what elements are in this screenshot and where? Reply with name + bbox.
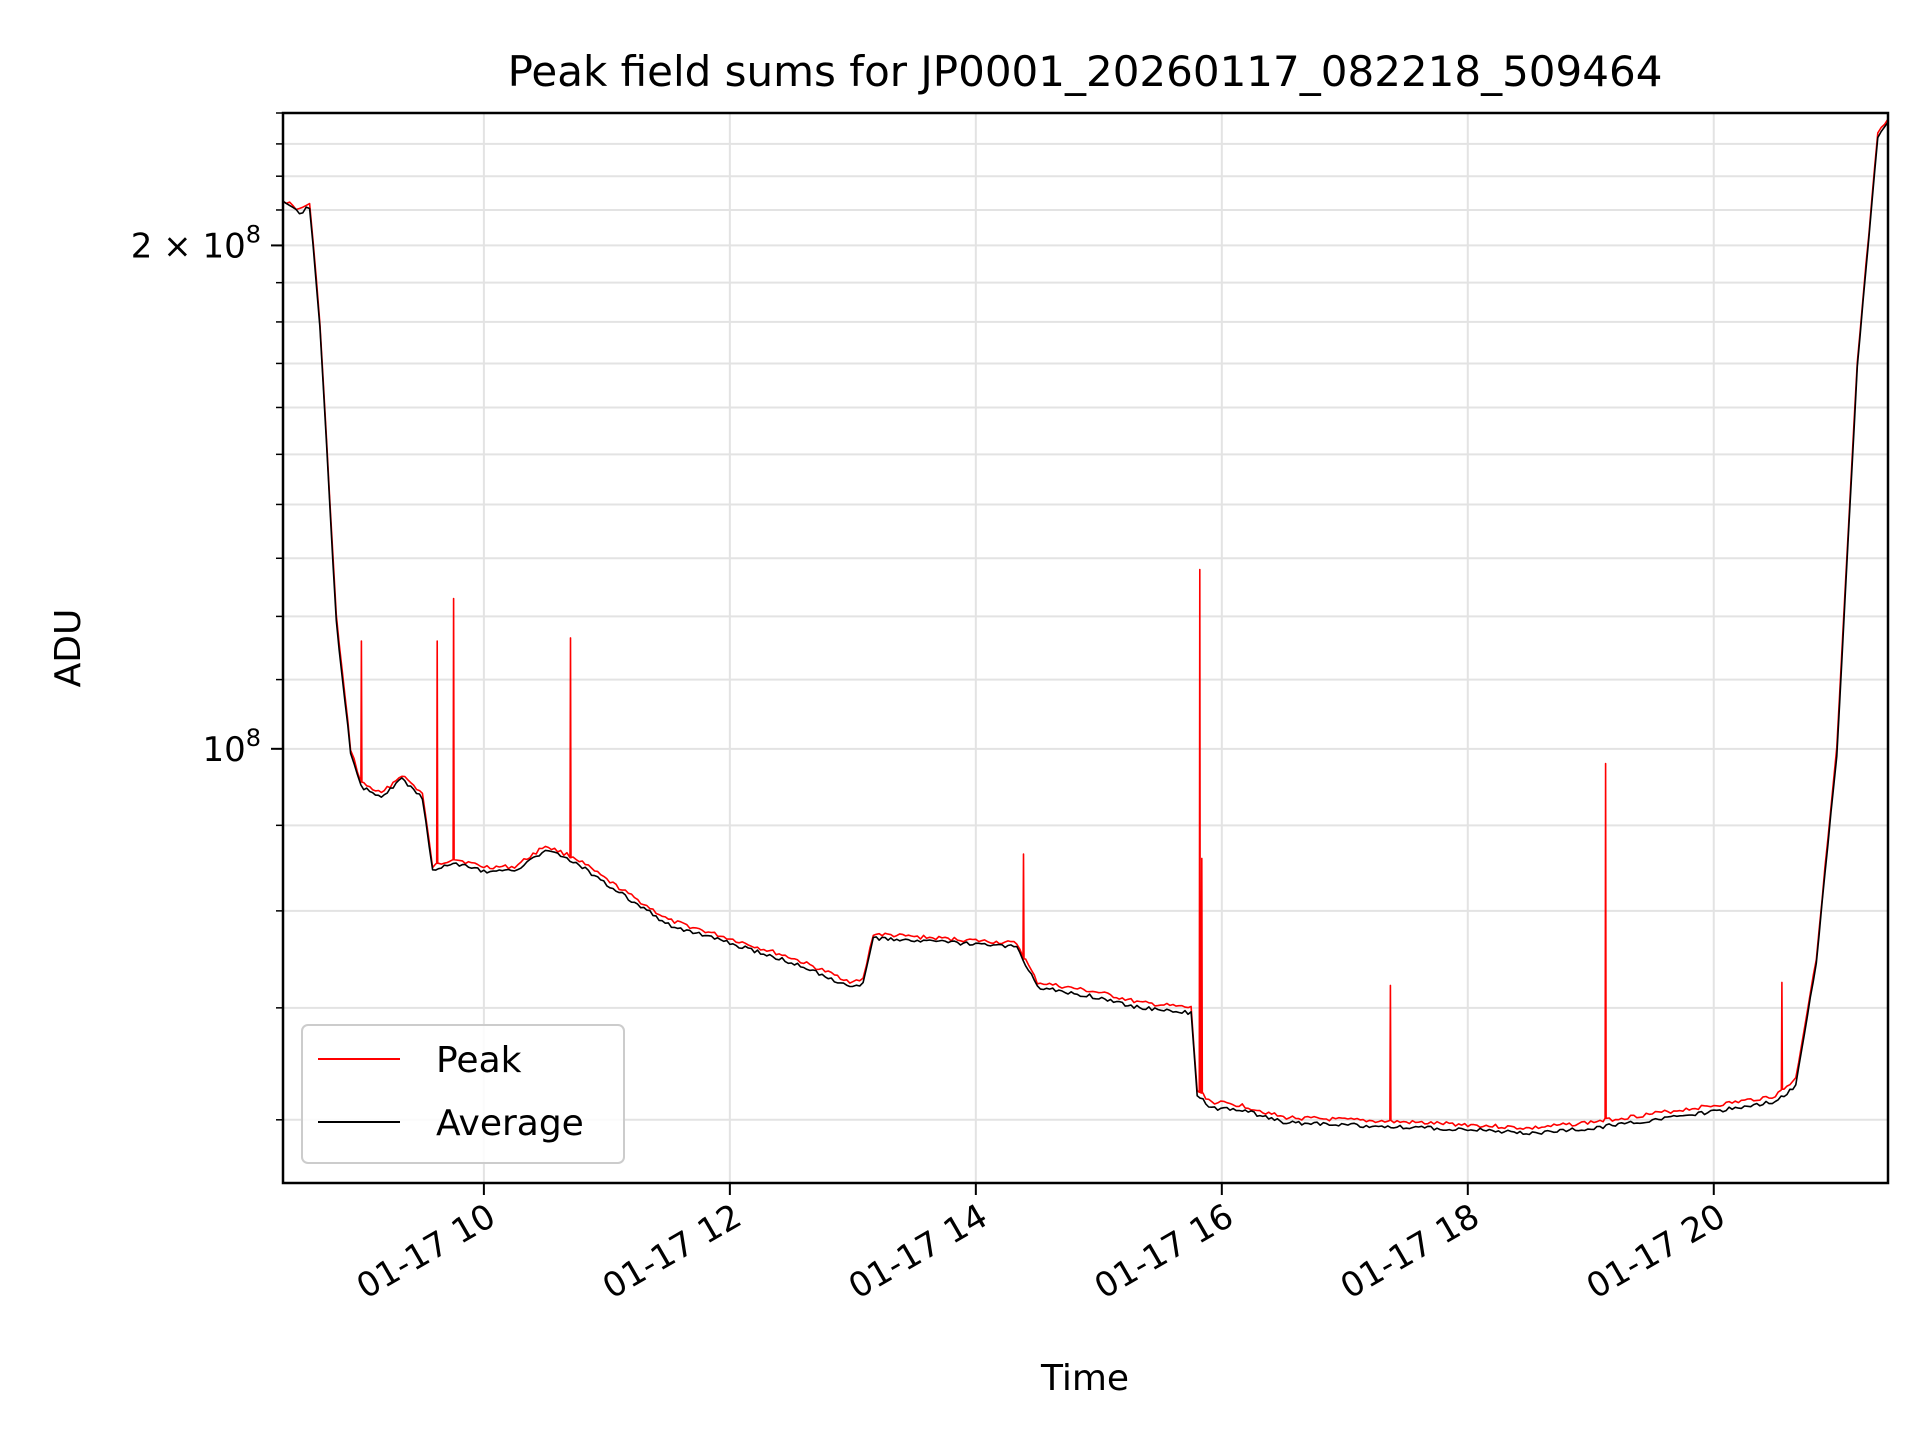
- plot-frame: [281, 111, 1890, 1185]
- legend: Peak Average: [301, 1024, 625, 1164]
- grid: [283, 112, 1888, 1183]
- y-axis-label: ADU: [48, 609, 89, 688]
- series-peak-line: [282, 118, 1889, 1130]
- chart-title: Peak field sums for JP0001_20260117_0822…: [508, 47, 1663, 96]
- plot-lines: [282, 118, 1889, 1136]
- legend-peak-label: Peak: [436, 1040, 522, 1081]
- x-axis-label: Time: [1040, 1358, 1129, 1399]
- legend-average-label: Average: [436, 1103, 584, 1144]
- y-axis: 108 2 × 108: [131, 112, 283, 1121]
- series-average-line: [282, 121, 1889, 1136]
- y-tick-label: 108: [202, 724, 261, 770]
- y-tick-label: 2 × 108: [131, 220, 261, 266]
